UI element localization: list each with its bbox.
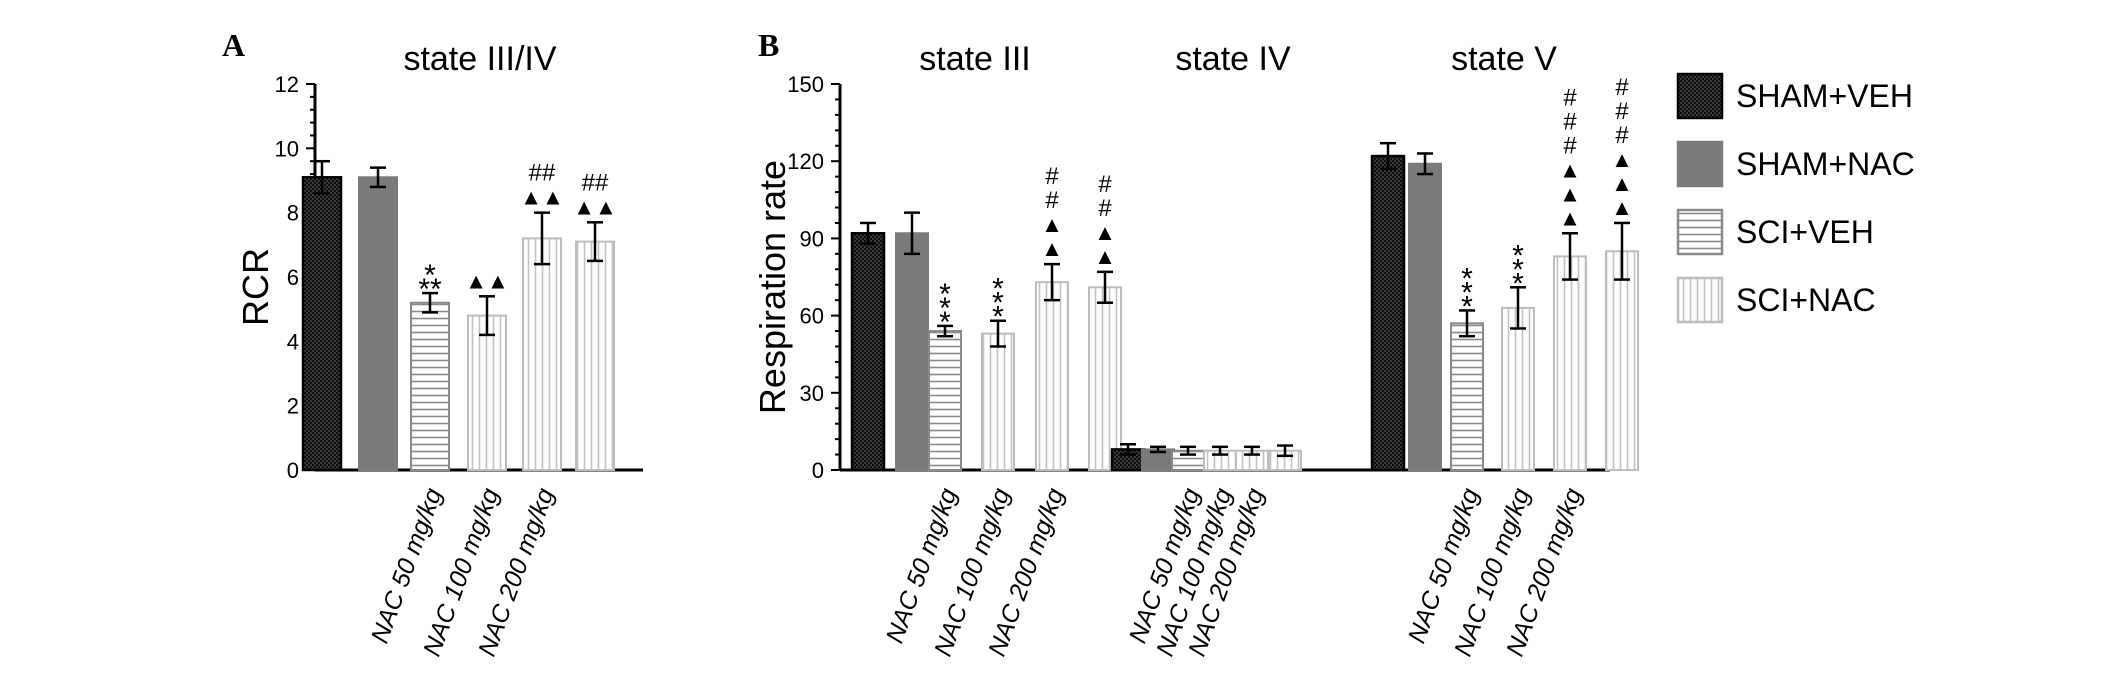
- significance-mark: *: [424, 259, 436, 292]
- legend-swatch: [1676, 72, 1724, 120]
- significance-mark: *: [1512, 253, 1524, 286]
- significance-mark: **: [418, 273, 442, 306]
- panel-letter-b: B: [758, 27, 779, 63]
- significance-mark: ▲: [1041, 236, 1063, 261]
- bar: [1501, 306, 1535, 471]
- y-axis-label: Respiration rate: [752, 160, 793, 414]
- y-tick-label: 120: [787, 149, 824, 174]
- legend-swatch: [1676, 276, 1724, 324]
- y-tick-label: 12: [275, 72, 299, 97]
- bar: [1370, 154, 1406, 472]
- bar: [895, 232, 929, 471]
- y-tick-label: 0: [812, 458, 824, 483]
- y-tick-label: 8: [287, 201, 299, 226]
- significance-mark: ▲: [1041, 212, 1063, 237]
- y-tick-label: 90: [800, 226, 824, 251]
- significance-mark: ▲: [1559, 205, 1581, 230]
- significance-mark: *: [1461, 276, 1473, 309]
- group-title: state III/IV: [403, 40, 556, 78]
- significance-mark: *: [939, 306, 951, 339]
- significance-mark: ##: [582, 169, 609, 196]
- legend-label: SHAM+NAC: [1736, 146, 1915, 182]
- significance-mark: *: [939, 278, 951, 311]
- significance-mark: #: [1045, 163, 1059, 190]
- bar: [928, 330, 962, 472]
- significance-mark: *: [992, 273, 1004, 306]
- y-tick-label: 60: [800, 304, 824, 329]
- bar: [410, 301, 450, 471]
- significance-mark: ▲: [1611, 147, 1633, 172]
- significance-mark: ▲: [1094, 220, 1116, 245]
- y-tick-label: 150: [787, 72, 824, 97]
- significance-mark: #: [1563, 108, 1577, 135]
- bar: [575, 240, 615, 471]
- bar: [1450, 322, 1484, 471]
- significance-mark: *: [1461, 262, 1473, 295]
- bar: [981, 332, 1015, 472]
- group-title: state III: [919, 40, 1031, 78]
- legend: SHAM+VEH SHAM+NAC SCI+VEH SCI+NAC: [1676, 72, 1915, 324]
- bar: [522, 237, 562, 471]
- legend-label: SCI+NAC: [1736, 282, 1876, 318]
- significance-mark: *: [1512, 239, 1524, 272]
- significance-mark: ▲▲: [573, 194, 617, 219]
- significance-mark: ▲: [1559, 157, 1581, 182]
- legend-swatch: [1676, 208, 1724, 256]
- significance-mark: ▲: [1094, 244, 1116, 269]
- significance-mark: ▲: [1559, 181, 1581, 206]
- significance-mark: ▲▲: [520, 185, 564, 210]
- significance-mark: #: [1098, 171, 1112, 198]
- panel-letter-a: A: [222, 27, 245, 63]
- significance-mark: ▲: [1611, 195, 1633, 220]
- bar: [467, 314, 507, 471]
- bar: [1605, 250, 1639, 471]
- bar: [1035, 281, 1069, 471]
- significance-mark: ▲▲: [465, 268, 509, 293]
- y-axis-label: RCR: [235, 248, 276, 326]
- y-tick-label: 10: [275, 136, 299, 161]
- significance-mark: *: [992, 287, 1004, 320]
- significance-mark: *: [939, 292, 951, 325]
- significance-mark: #: [1098, 195, 1112, 222]
- significance-mark: #: [1615, 98, 1629, 125]
- bar: [358, 176, 398, 472]
- y-tick-label: 30: [800, 381, 824, 406]
- y-tick-label: 6: [287, 265, 299, 290]
- significance-mark: ▲: [1611, 171, 1633, 196]
- legend-label: SCI+VEH: [1736, 214, 1874, 250]
- bar: [1088, 286, 1122, 471]
- group-title: state IV: [1175, 40, 1291, 78]
- significance-mark: *: [1461, 290, 1473, 323]
- bar: [301, 176, 343, 472]
- significance-mark: #: [1563, 84, 1577, 111]
- y-tick-label: 2: [287, 394, 299, 419]
- bar: [1553, 255, 1587, 471]
- significance-mark: #: [1615, 122, 1629, 149]
- legend-swatch: [1676, 140, 1724, 188]
- significance-mark: #: [1615, 74, 1629, 101]
- significance-mark: *: [992, 301, 1004, 334]
- y-tick-label: 4: [287, 329, 299, 354]
- y-tick-label: 0: [287, 458, 299, 483]
- legend-label: SHAM+VEH: [1736, 78, 1913, 114]
- significance-mark: #: [1045, 187, 1059, 214]
- significance-mark: ##: [529, 160, 556, 187]
- bar: [1408, 162, 1442, 471]
- group-title: state V: [1451, 40, 1557, 78]
- bar: [850, 232, 886, 472]
- significance-mark: *: [1512, 267, 1524, 300]
- significance-mark: #: [1563, 132, 1577, 159]
